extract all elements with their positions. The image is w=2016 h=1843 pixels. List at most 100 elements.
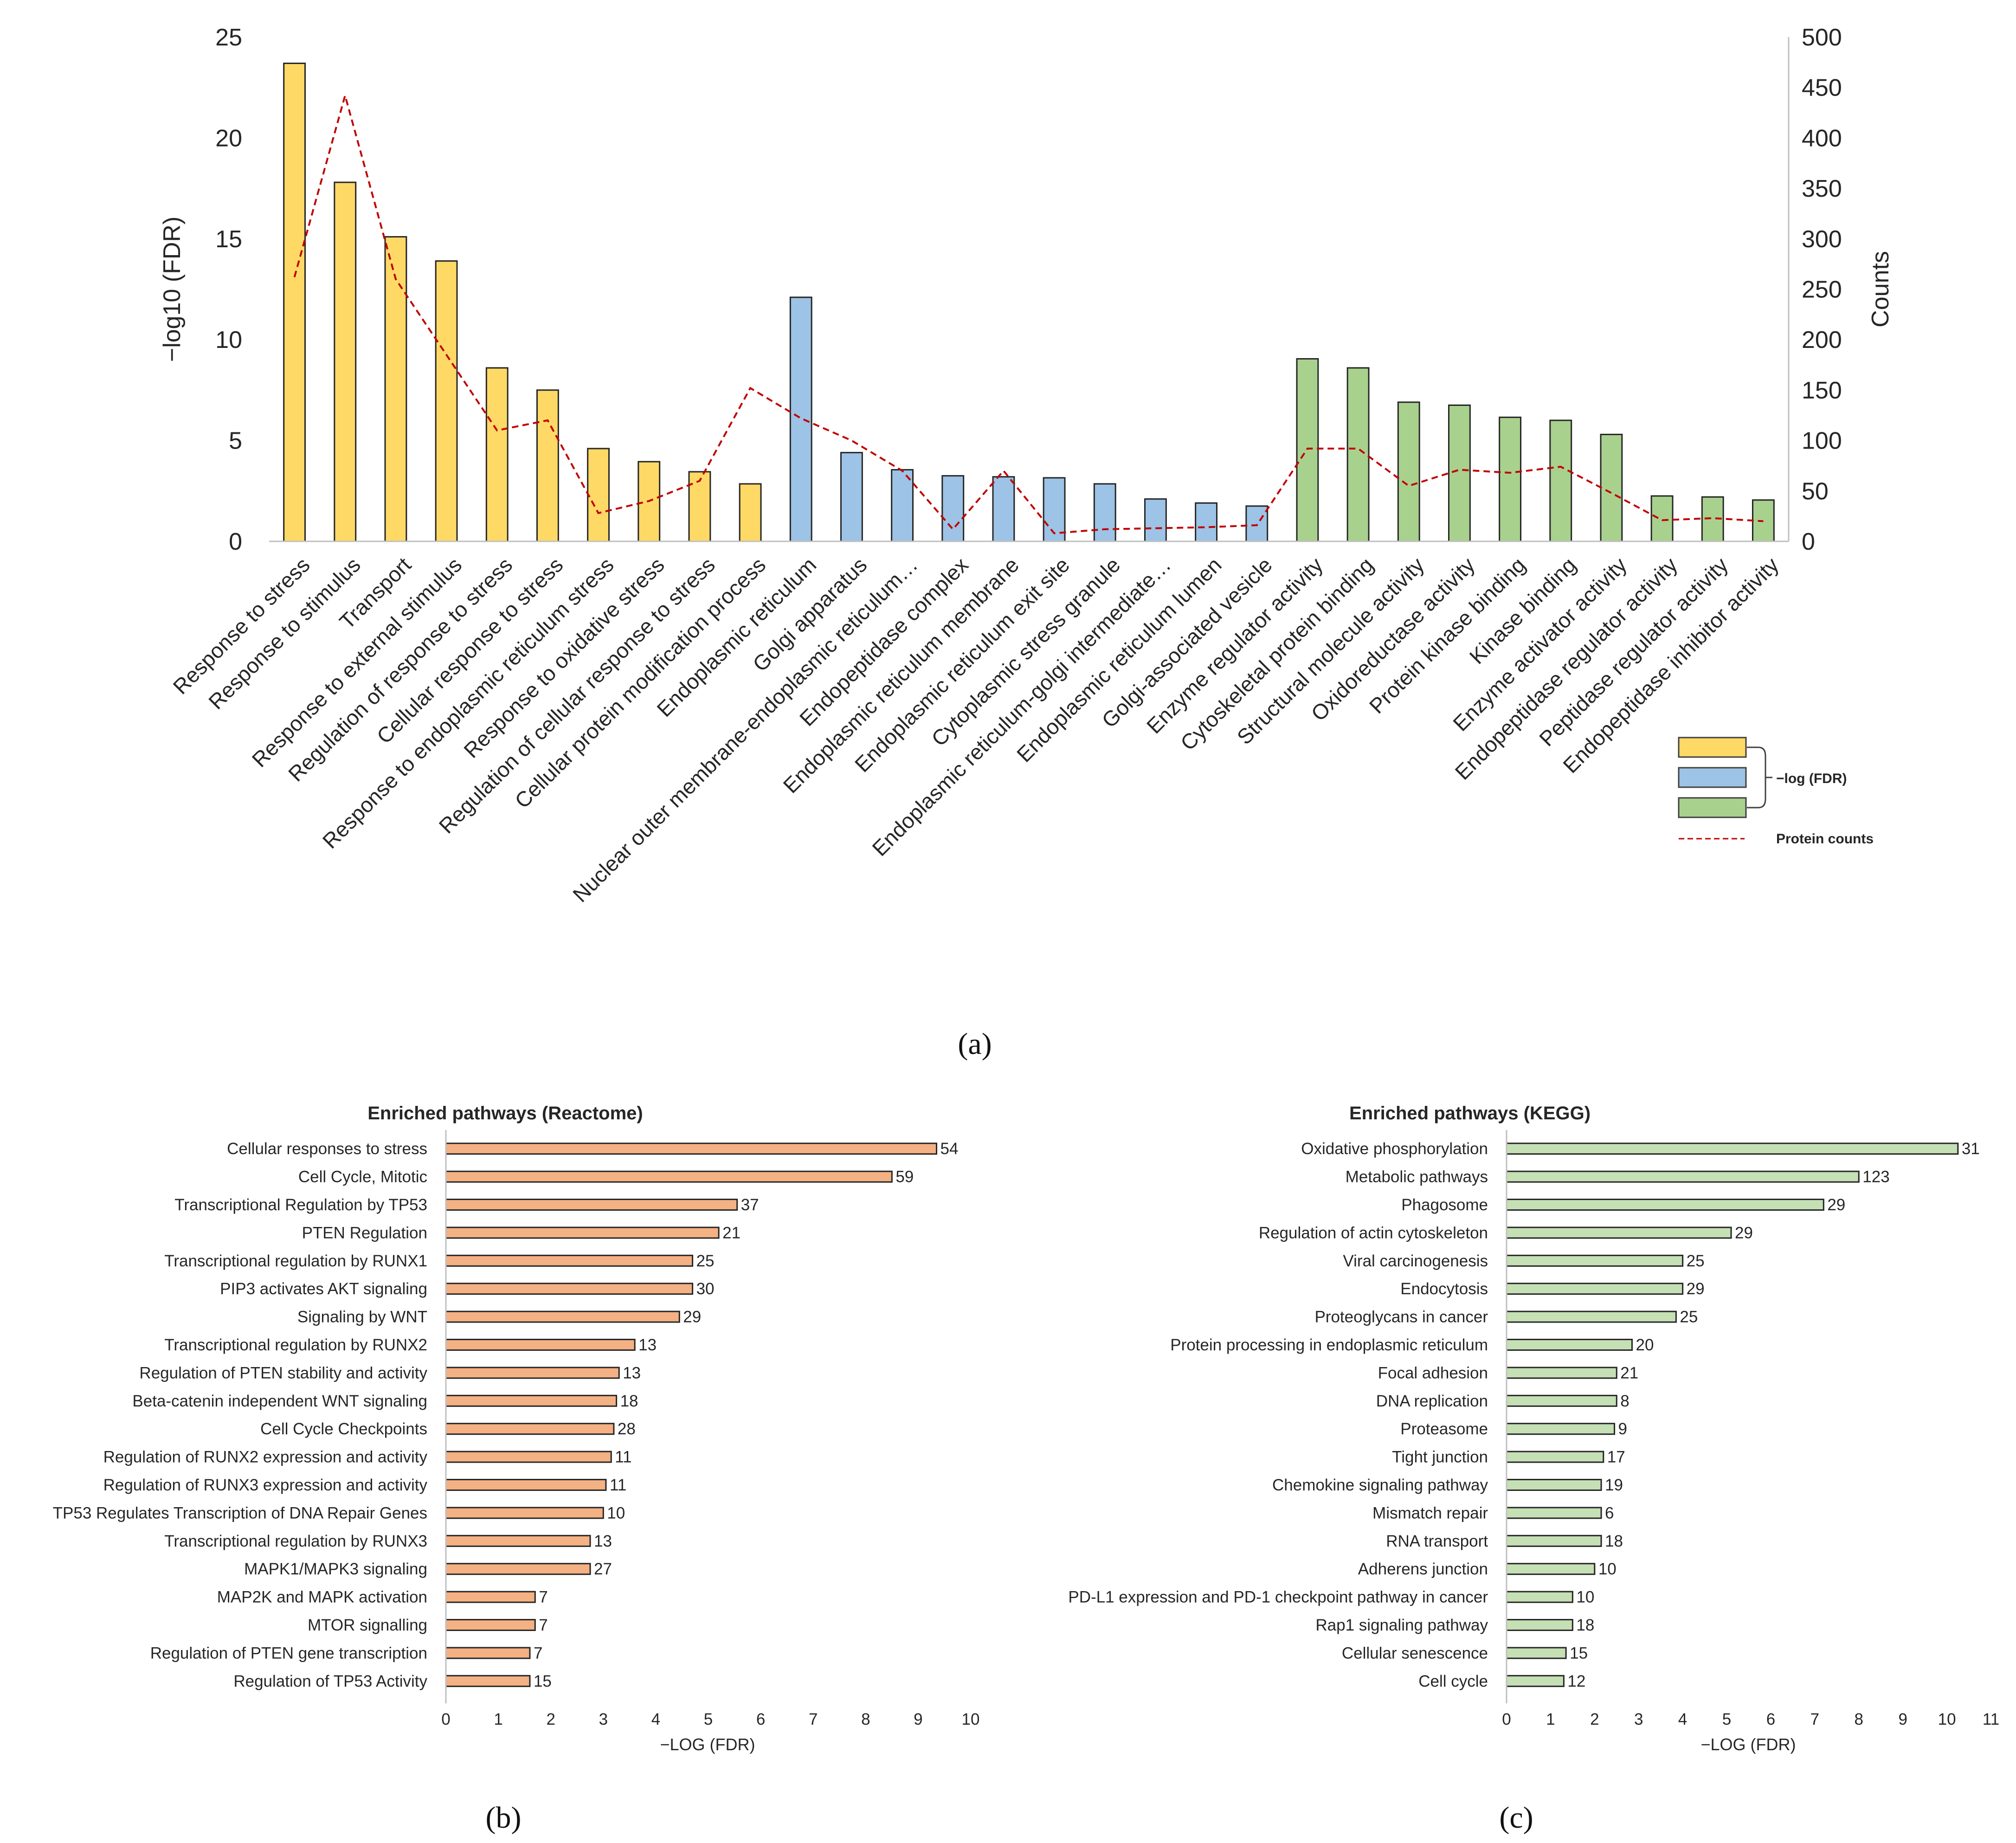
bar-value-c-15: 10 [1598,1560,1617,1578]
bar-a-19 [1245,505,1269,542]
bar-c-16 [1506,1591,1573,1603]
bar-value-b-8: 13 [623,1364,641,1382]
bar-b-8 [445,1367,620,1379]
y-tick-a-5: 25 [215,24,242,51]
x-tick-b-10: 10 [962,1710,980,1728]
category-label-b-5: PIP3 activates AKT signaling [220,1280,427,1298]
category-label-b-18: Regulation of PTEN gene transcription [150,1644,427,1662]
panel-c-xlabel: −LOG (FDR) [1700,1735,1796,1754]
bar-value-c-1: 123 [1862,1168,1889,1186]
x-tick-b-5: 5 [704,1710,713,1728]
bar-a-0 [283,63,306,542]
bar-c-11 [1506,1451,1604,1463]
bar-value-b-4: 25 [696,1252,715,1270]
category-label-c-10: Proteasome [1400,1420,1488,1438]
bar-value-b-7: 13 [638,1336,657,1354]
bar-b-10 [445,1423,615,1435]
bar-c-12 [1506,1479,1602,1491]
category-label-c-5: Endocytosis [1400,1280,1488,1298]
bar-value-c-14: 18 [1605,1532,1623,1550]
bar-value-b-0: 54 [940,1140,958,1158]
bar-c-0 [1506,1143,1959,1155]
bar-a-6 [587,448,610,542]
bar-value-c-12: 19 [1605,1476,1623,1494]
y2-tick-a-2: 100 [1802,428,1842,455]
bar-b-15 [445,1563,591,1575]
bar-c-3 [1506,1227,1732,1239]
x-tick-c-11: 11 [1983,1710,1999,1728]
legend-line-label: Protein counts [1776,831,1874,847]
x-tick-b-4: 4 [651,1710,660,1728]
bar-value-c-10: 9 [1618,1420,1627,1438]
bar-b-7 [445,1339,636,1351]
legend-swatch-blue [1678,767,1747,788]
panel-c-axes: Oxidative phosphorylation Metabolic pathw… [1068,1130,1999,1728]
bar-a-5 [536,389,559,542]
category-label-c-8: Focal adhesion [1378,1364,1488,1382]
bar-value-c-9: 8 [1620,1392,1629,1410]
category-label-b-11: Regulation of RUNX2 expression and activ… [103,1448,428,1466]
bar-c-1 [1506,1170,1860,1183]
bar-value-c-18: 15 [1570,1644,1588,1662]
y2-tick-a-9: 450 [1802,75,1842,102]
bar-c-17 [1506,1619,1573,1631]
bar-a-24 [1499,417,1522,542]
bar-value-b-19: 15 [534,1672,552,1690]
bar-a-9 [739,483,762,542]
x-tick-b-1: 1 [494,1710,502,1728]
y-tick-a-3: 15 [215,226,242,253]
y-tick-a-0: 0 [229,528,242,555]
panel-b-chart: Enriched pathways (Reactome) 54593721253… [53,1103,980,1835]
category-label-b-12: Regulation of RUNX3 expression and activ… [103,1476,428,1494]
bar-a-1 [334,181,357,542]
bar-value-b-14: 13 [594,1532,612,1550]
bar-a-2 [384,236,407,542]
legend-bracket [1747,746,1772,809]
bar-b-3 [445,1227,720,1239]
bar-value-c-4: 25 [1687,1252,1705,1270]
panel-c-title: Enriched pathways (KEGG) [1349,1103,1591,1124]
bar-b-14 [445,1535,591,1547]
y2-axis-title-a: Counts [1867,251,1894,328]
panel-b-xlabel: −LOG (FDR) [660,1735,755,1754]
bar-b-11 [445,1451,612,1463]
count-line-a [293,92,1764,534]
bar-a-15 [1043,477,1066,542]
x-tick-c-7: 7 [1810,1710,1819,1728]
bar-b-0 [445,1143,937,1155]
bar-value-b-17: 7 [539,1616,547,1634]
panel-b-title: Enriched pathways (Reactome) [367,1103,643,1124]
y2-tick-a-10: 500 [1802,24,1842,51]
y-tick-a-1: 5 [229,428,242,455]
legend-swatch-yellow [1678,737,1747,758]
y-axis-title-a: −log10 (FDR) [159,217,186,362]
category-label-c-15: Adherens junction [1358,1560,1488,1578]
y-tick-a-2: 10 [215,327,242,353]
y2-tick-a-7: 350 [1802,175,1842,202]
bar-b-5 [445,1283,694,1295]
bar-b-16 [445,1591,536,1603]
legend-swatch-green [1678,797,1747,818]
y2-tick-a-8: 400 [1802,125,1842,152]
bar-a-27 [1650,495,1674,542]
category-label-b-1: Cell Cycle, Mitotic [298,1168,427,1186]
bar-value-b-18: 7 [534,1644,542,1662]
bar-c-2 [1506,1199,1824,1211]
category-label-c-7: Protein processing in endoplasmic reticu… [1170,1336,1488,1354]
bar-a-14 [992,476,1015,542]
category-label-b-2: Transcriptional Regulation by TP53 [174,1196,427,1214]
x-tick-c-2: 2 [1590,1710,1599,1728]
panel-c-chart: Enriched pathways (KEGG) 311232929252925… [1068,1103,1999,1835]
bar-value-b-12: 11 [610,1476,626,1494]
bar-value-c-16: 10 [1576,1588,1594,1606]
bar-c-4 [1506,1254,1684,1267]
bar-b-18 [445,1647,531,1659]
category-label-c-6: Proteoglycans in cancer [1314,1308,1488,1326]
x-tick-c-0: 0 [1502,1710,1511,1728]
bar-value-b-15: 27 [594,1560,612,1578]
bar-value-b-13: 10 [607,1504,625,1522]
category-label-c-2: Phagosome [1401,1196,1488,1214]
category-label-c-16: PD-L1 expression and PD-1 checkpoint pat… [1068,1588,1488,1606]
bar-b-12 [445,1479,607,1491]
category-label-b-3: PTEN Regulation [302,1224,427,1242]
